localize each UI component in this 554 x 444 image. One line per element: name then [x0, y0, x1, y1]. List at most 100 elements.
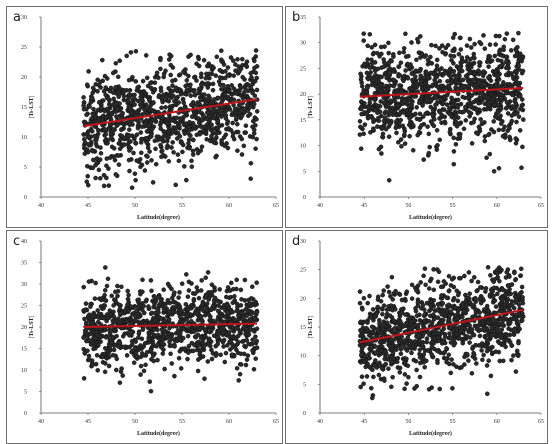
scatter-point	[195, 357, 201, 362]
scatter-point	[209, 122, 214, 127]
scatter-point	[127, 92, 132, 97]
scatter-point	[177, 120, 182, 125]
scatter-point	[176, 295, 181, 300]
scatter-point	[223, 294, 229, 300]
scatter-point	[504, 333, 510, 338]
x-tick-label: 55	[450, 419, 456, 425]
scatter-point	[109, 111, 114, 117]
scatter-point	[225, 145, 231, 151]
scatter-point	[499, 327, 505, 332]
scatter-point	[128, 139, 133, 144]
scatter-point	[165, 129, 171, 135]
scatter-point	[162, 366, 167, 372]
scatter-point	[421, 273, 426, 279]
scatter-point	[230, 309, 235, 315]
y-axis-label: |Ts-LST|	[29, 316, 35, 338]
scatter-point	[244, 357, 250, 362]
scatter-point	[190, 148, 196, 154]
x-tick-label: 55	[450, 203, 456, 209]
scatter-point	[158, 316, 164, 321]
scatter-point	[512, 326, 518, 331]
scatter-point	[447, 111, 452, 117]
scatter-point	[171, 299, 176, 304]
scatter-point	[467, 322, 472, 328]
y-tick-label: 20	[300, 296, 306, 302]
scatter-point	[467, 61, 472, 67]
y-tick-label: 5	[303, 169, 306, 175]
scatter-point	[254, 87, 260, 93]
scatter-point	[459, 55, 465, 61]
scatter-point	[219, 111, 225, 116]
scatter-point	[418, 73, 423, 78]
scatter-point	[182, 346, 188, 351]
scatter-point	[445, 79, 450, 84]
scatter-point	[413, 308, 419, 314]
scatter-point	[217, 130, 222, 135]
scatter-point	[185, 294, 191, 299]
scatter-point	[389, 329, 395, 335]
scatter-point	[447, 313, 452, 319]
scatter-point	[198, 74, 204, 80]
scatter-point	[100, 57, 105, 63]
scatter-point	[503, 65, 509, 71]
scatter-point	[428, 104, 433, 110]
scatter-point	[205, 342, 211, 347]
scatter-point	[500, 80, 506, 85]
scatter-point	[192, 342, 197, 348]
scatter-point	[425, 57, 431, 63]
scatter-point	[153, 161, 159, 167]
scatter-point	[451, 337, 457, 343]
scatter-point	[476, 124, 482, 130]
scatter-point	[90, 129, 95, 134]
scatter-point	[176, 355, 182, 361]
scatter-point	[428, 307, 434, 312]
scatter-point	[482, 101, 487, 107]
scatter-point	[517, 326, 522, 332]
scatter-point	[248, 316, 253, 322]
scatter-point	[104, 115, 109, 120]
scatter-point	[181, 164, 187, 169]
scatter-point	[504, 59, 509, 64]
scatter-point	[471, 275, 477, 280]
scatter-point	[235, 333, 241, 339]
scatter-point	[135, 85, 140, 90]
scatter-point	[381, 118, 387, 124]
scatter-point	[94, 353, 100, 358]
y-tick-label: 0	[303, 195, 306, 201]
scatter-point	[86, 353, 92, 359]
scatter-point	[200, 114, 206, 119]
scatter-point	[141, 368, 147, 374]
scatter-point	[507, 82, 512, 87]
scatter-point	[253, 146, 258, 151]
scatter-point	[422, 364, 427, 370]
scatter-point	[442, 120, 448, 126]
scatter-point	[183, 83, 188, 89]
scatter-point	[452, 109, 458, 114]
scatter-point	[452, 305, 458, 310]
scatter-point	[408, 315, 413, 320]
scatter-point	[218, 352, 223, 358]
scatter-point	[135, 304, 141, 310]
scatter-point	[230, 324, 235, 330]
scatter-point	[430, 112, 435, 117]
scatter-point	[221, 82, 226, 88]
scatter-point	[93, 141, 99, 147]
scatter-point	[204, 71, 209, 77]
scatter-point	[518, 290, 523, 296]
scatter-point	[435, 279, 441, 285]
scatter-point	[495, 57, 501, 63]
scatter-point	[90, 148, 95, 154]
scatter-point	[207, 96, 213, 101]
scatter-point	[203, 76, 209, 81]
scatter-point	[381, 64, 387, 70]
scatter-point	[103, 132, 109, 137]
scatter-point	[377, 321, 382, 326]
scatter-point	[254, 309, 260, 315]
scatter-point	[213, 154, 218, 160]
scatter-point	[120, 373, 125, 378]
scatter-point	[213, 73, 219, 78]
scatter-point	[448, 370, 454, 376]
scatter-point	[236, 102, 242, 108]
scatter-point	[407, 97, 412, 102]
scatter-point	[148, 388, 154, 394]
